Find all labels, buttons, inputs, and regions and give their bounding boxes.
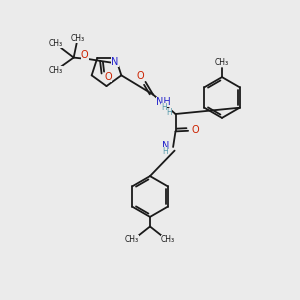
Text: H: H — [161, 103, 167, 112]
Text: N: N — [162, 141, 169, 151]
Text: CH₃: CH₃ — [49, 39, 63, 48]
Text: CH₃: CH₃ — [161, 235, 175, 244]
Text: CH₃: CH₃ — [215, 58, 229, 67]
Text: O: O — [191, 125, 199, 135]
Text: CH₃: CH₃ — [125, 235, 139, 244]
Text: CH₃: CH₃ — [70, 34, 84, 43]
Text: CH₃: CH₃ — [49, 66, 63, 75]
Text: O: O — [81, 50, 88, 61]
Text: H: H — [166, 108, 172, 117]
Text: H: H — [163, 147, 169, 156]
Text: O: O — [136, 71, 144, 81]
Text: N: N — [111, 57, 119, 68]
Text: O: O — [105, 72, 112, 82]
Text: NH: NH — [156, 97, 171, 107]
